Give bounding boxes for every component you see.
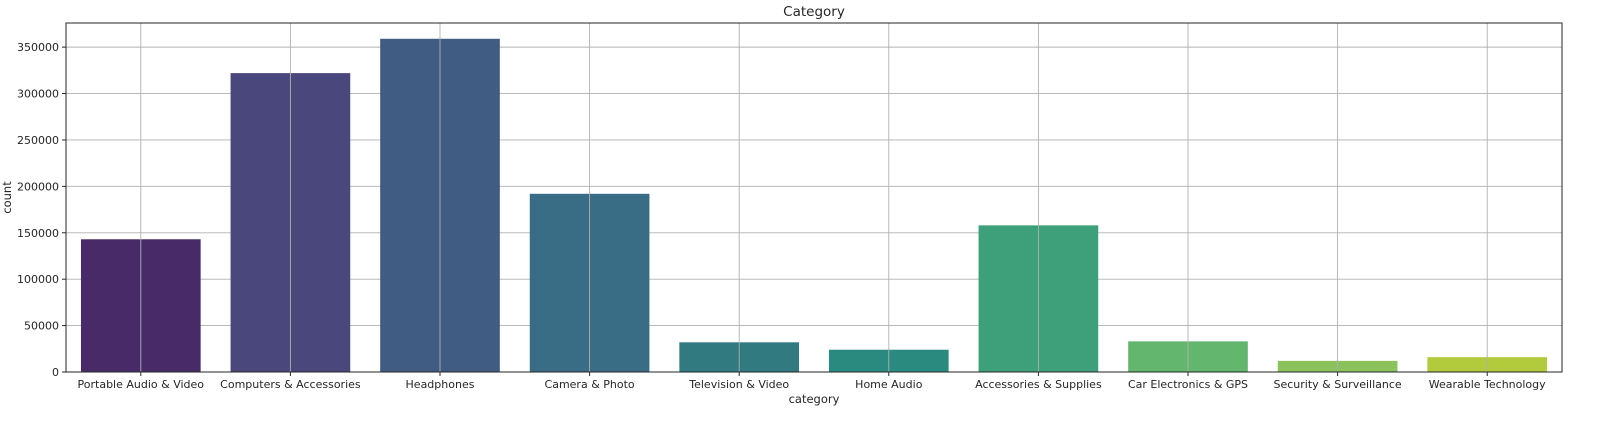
y-tick-label: 250000 [17,134,59,147]
x-tick-label: Camera & Photo [545,378,635,391]
y-tick-label: 0 [52,366,59,379]
x-tick-label: Wearable Technology [1429,378,1546,391]
x-tick-label: Home Audio [855,378,923,391]
x-tick-label: Computers & Accessories [220,378,361,391]
vertical-grid-layer [140,23,1488,372]
x-tick-label: Portable Audio & Video [78,378,205,391]
plot-frame [65,22,1563,373]
chart-title: Category [783,4,845,20]
x-axis-label: category [789,392,840,406]
y-tick-label: 150000 [17,227,59,240]
y-tick-label: 350000 [17,41,59,54]
x-tick-label: Television & Video [688,378,789,391]
bar-layer [80,38,1548,372]
x-tick-label: Accessories & Supplies [975,378,1102,391]
x-tick-layer: Portable Audio & Video Computers & Access… [78,372,1546,391]
x-tick-label: Headphones [406,378,475,391]
y-tick-label: 100000 [17,273,59,286]
y-tick-label: 300000 [17,88,59,101]
y-tick-label: 200000 [17,180,59,193]
y-axis-label: count [0,181,14,214]
x-tick-label: Security & Surveillance [1273,378,1401,391]
x-tick-label: Car Electronics & GPS [1128,378,1248,391]
y-tick-layer: 0 50000 100000 150000 200000 250000 300000 3500… [17,41,66,379]
y-tick-label: 50000 [24,320,59,333]
